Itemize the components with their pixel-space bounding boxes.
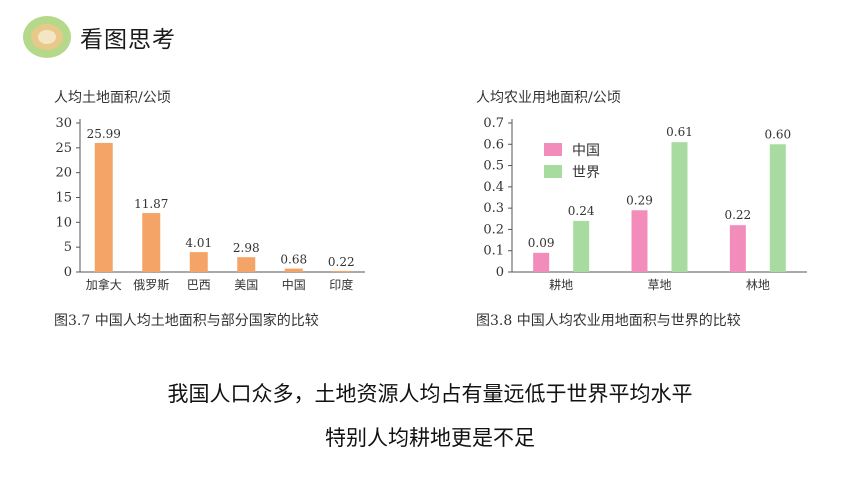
chart2-bar	[769, 144, 786, 272]
chart1-y-tick-label: 25	[55, 141, 72, 156]
chart2-legend-swatch	[544, 165, 562, 178]
chart2-data-label: 0.29	[626, 193, 653, 207]
leaf-logo-icon	[23, 16, 71, 58]
chart1-y-tick-label: 20	[55, 166, 72, 181]
header: 看图思考	[22, 14, 176, 60]
chart1-bar	[332, 270, 351, 272]
chart1-unit-label: 人均土地面积/公顷	[54, 90, 171, 106]
chart2-x-tick-label: 草地	[647, 278, 671, 292]
chart1-x-tick-label: 印度	[329, 277, 353, 292]
chart2-legend-label: 中国	[572, 143, 600, 159]
chart1-y-tick-label: 5	[64, 240, 72, 255]
chart1-bar	[284, 268, 303, 272]
chart2-unit-label: 人均农业用地面积/公顷	[476, 90, 621, 106]
chart2-x-tick-label: 林地	[746, 278, 770, 292]
chart1-x-tick-label: 美国	[234, 278, 258, 292]
chart2-bar	[573, 220, 590, 272]
chart2-bar	[631, 210, 648, 272]
summary-line-2: 特别人均耕地更是不足	[325, 426, 535, 450]
chart2-data-label: 0.24	[568, 204, 595, 218]
chart-land-per-capita: 人均土地面积/公顷 0 5 10 15 20 25 30 25.99 加拿大 11.87 俄罗斯 4…	[54, 90, 365, 329]
chart2-y-tick-label: 0.1	[483, 244, 504, 259]
chart1-bar	[94, 142, 113, 272]
chart2-legend-label: 世界	[572, 165, 600, 181]
chart2-bar	[671, 142, 688, 272]
chart2-data-label: 0.22	[724, 208, 751, 222]
chart2-data-label: 0.09	[528, 236, 555, 250]
chart1-x-tick-label: 加拿大	[86, 277, 122, 292]
chart2-y-tick-label: 0.4	[483, 180, 504, 195]
chart2-bar	[729, 225, 746, 272]
chart2-caption: 图3.8 中国人均农业用地面积与世界的比较	[476, 313, 741, 329]
chart2-data-label: 0.61	[666, 125, 693, 139]
chart2-bar	[533, 252, 550, 272]
chart2-y-tick-label: 0.2	[483, 222, 504, 237]
chart1-data-label: 2.98	[233, 241, 260, 255]
chart2-y-tick-label: 0	[496, 265, 504, 280]
chart1-x-tick-label: 中国	[282, 277, 306, 292]
page-title: 看图思考	[80, 27, 176, 53]
chart1-data-label: 0.68	[280, 253, 307, 267]
chart1-data-label: 11.87	[134, 197, 168, 211]
chart1-data-label: 0.22	[328, 255, 355, 269]
chart1-bar	[189, 252, 208, 272]
chart1-bar	[237, 257, 256, 272]
chart2-y-tick-label: 0.6	[483, 137, 504, 152]
chart2-y-tick-label: 0.7	[483, 116, 504, 131]
chart2-x-tick-label: 耕地	[549, 277, 573, 292]
chart1-data-label: 25.99	[87, 127, 121, 141]
chart1-caption: 图3.7 中国人均土地面积与部分国家的比较	[54, 312, 319, 329]
chart1-y-tick-label: 0	[64, 265, 72, 280]
chart1-data-label: 4.01	[185, 236, 212, 250]
chart-agri-land-per-capita: 人均农业用地面积/公顷 00.10.20.30.40.50.60.7 中国世界 …	[476, 90, 807, 329]
chart1-y-tick-label: 10	[55, 215, 72, 230]
chart1-y-tick-label: 15	[55, 191, 72, 206]
chart1-y-tick-label: 30	[55, 116, 72, 131]
chart2-data-label: 0.60	[764, 127, 791, 141]
chart2-y-tick-label: 0.5	[483, 159, 504, 174]
chart1-x-tick-label: 巴西	[187, 278, 211, 292]
chart1-x-tick-label: 俄罗斯	[133, 278, 169, 292]
summary-line-1: 我国人口众多，土地资源人均占有量远低于世界平均水平	[167, 382, 693, 406]
chart1-bar	[142, 213, 161, 272]
chart2-y-tick-label: 0.3	[483, 201, 504, 216]
chart2-legend-swatch	[544, 143, 562, 156]
